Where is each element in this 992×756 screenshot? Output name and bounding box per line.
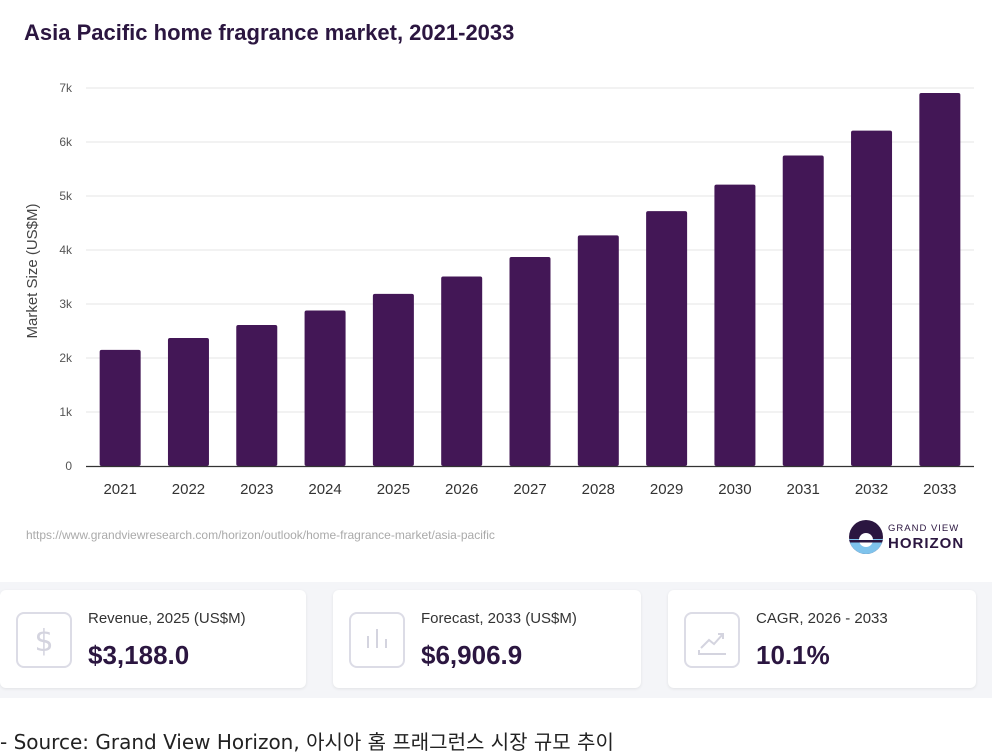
bar-2029[interactable] (646, 211, 688, 466)
bar-2027[interactable] (509, 257, 551, 466)
x-tick-label: 2030 (718, 481, 751, 498)
x-tick-label: 2023 (240, 481, 273, 498)
y-tick-label: 0 (65, 459, 72, 473)
bar-2031[interactable] (782, 155, 824, 467)
x-tick-label: 2032 (855, 481, 888, 498)
brand-name-small: GRAND VIEW (888, 523, 960, 534)
x-tick-label: 2029 (650, 481, 683, 498)
bar-chart-icon (349, 612, 405, 668)
x-tick-label: 2026 (445, 481, 478, 498)
x-tick-label: 2022 (172, 481, 205, 498)
x-tick-label: 2031 (787, 481, 820, 498)
bar-2024[interactable] (304, 310, 346, 466)
x-tick-label: 2028 (582, 481, 615, 498)
stat-card-revenue: $ Revenue, 2025 (US$M) $3,188.0 (0, 590, 306, 688)
y-tick-label: 7k (59, 81, 73, 95)
bars (99, 93, 961, 467)
svg-text:$: $ (34, 624, 53, 659)
bar-chart: 0 1k 2k 3k 4k 5k 6k 7k 2021 2022 2023 2024 2025 2026… (24, 81, 974, 498)
brand-logo: GRAND VIEW HORIZON (848, 519, 968, 555)
y-tick-label: 5k (59, 189, 73, 203)
x-axis-ticks: 2021 2022 2023 2024 2025 2026 2027 2028 2029 2030… (103, 481, 956, 498)
bar-2026[interactable] (441, 276, 483, 466)
stat-value: $6,906.9 (421, 640, 523, 670)
x-tick-label: 2025 (377, 481, 410, 498)
stat-card-cagr: CAGR, 2026 - 2033 10.1% (668, 590, 976, 688)
horizon-logo-icon (849, 520, 883, 554)
stat-label: Revenue, 2025 (US$M) (88, 610, 246, 627)
x-tick-label: 2033 (923, 481, 956, 498)
bar-2022[interactable] (167, 338, 209, 466)
source-footnote: - Source: Grand View Horizon, 아시아 홈 프래그런… (0, 730, 614, 754)
trend-up-icon (684, 612, 740, 668)
dollar-icon: $ (16, 612, 72, 668)
bar-2030[interactable] (714, 184, 756, 466)
stat-label: Forecast, 2033 (US$M) (421, 610, 577, 627)
bar-2023[interactable] (236, 325, 278, 466)
x-tick-label: 2021 (103, 481, 136, 498)
y-tick-label: 2k (59, 351, 73, 365)
stat-label: CAGR, 2026 - 2033 (756, 610, 888, 627)
y-tick-label: 1k (59, 405, 73, 419)
bar-2033[interactable] (919, 93, 961, 466)
bar-2025[interactable] (372, 293, 414, 466)
stat-value: 10.1% (756, 640, 830, 670)
y-axis-label: Market Size (US$M) (24, 203, 41, 338)
x-tick-label: 2027 (513, 481, 546, 498)
y-tick-label: 4k (59, 243, 73, 257)
stat-card-forecast: Forecast, 2033 (US$M) $6,906.9 (333, 590, 641, 688)
source-url[interactable]: https://www.grandviewresearch.com/horizo… (26, 528, 495, 542)
bar-2028[interactable] (577, 235, 619, 466)
y-axis-ticks: 0 1k 2k 3k 4k 5k 6k 7k (59, 81, 73, 473)
brand-name-big: HORIZON (888, 535, 965, 552)
y-tick-label: 3k (59, 297, 73, 311)
bar-2032[interactable] (851, 130, 893, 466)
bar-2021[interactable] (99, 349, 141, 466)
chart-title: Asia Pacific home fragrance market, 2021… (24, 20, 515, 45)
y-tick-label: 6k (59, 135, 73, 149)
stat-value: $3,188.0 (88, 640, 190, 670)
x-tick-label: 2024 (308, 481, 341, 498)
